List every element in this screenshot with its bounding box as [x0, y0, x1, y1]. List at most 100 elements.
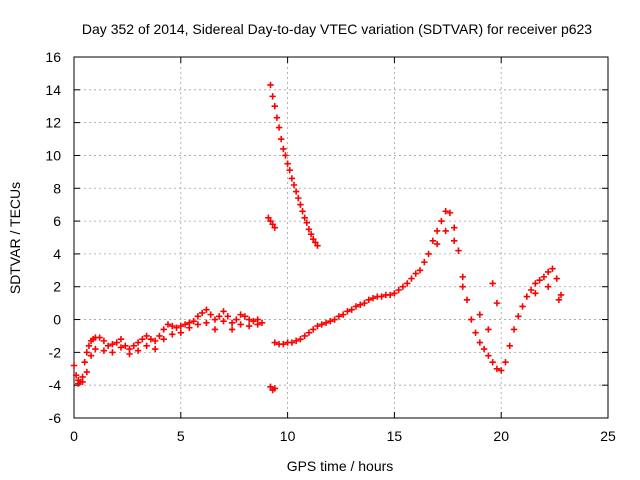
- data-point: [314, 322, 321, 330]
- data-point: [207, 311, 214, 318]
- data-point: [87, 352, 95, 359]
- data-point: [104, 342, 112, 349]
- data-point: [160, 336, 167, 343]
- series-steep-segment: [267, 81, 321, 249]
- data-point: [361, 299, 368, 307]
- y-tick-label: 4: [53, 246, 61, 262]
- data-point: [391, 290, 398, 297]
- data-point: [553, 275, 560, 282]
- data-point: [117, 336, 125, 343]
- data-point: [190, 317, 197, 325]
- data-point: [472, 329, 479, 336]
- y-tick-label: -4: [49, 377, 62, 393]
- data-point: [267, 81, 274, 89]
- x-tick-label: 20: [493, 428, 509, 444]
- data-point: [442, 227, 449, 235]
- data-point: [288, 175, 296, 182]
- y-tick-label: 14: [45, 82, 61, 98]
- data-point: [301, 332, 308, 340]
- data-point: [117, 344, 125, 351]
- data-point: [237, 321, 244, 328]
- data-point: [269, 221, 276, 228]
- data-point: [169, 322, 176, 330]
- data-point: [442, 208, 449, 215]
- data-point: [451, 237, 458, 244]
- data-point: [459, 273, 466, 281]
- data-point: [412, 270, 419, 277]
- data-point: [348, 306, 355, 313]
- data-point: [92, 345, 99, 353]
- data-point: [344, 308, 351, 315]
- data-point: [549, 265, 556, 272]
- data-point: [134, 347, 142, 354]
- data-point: [295, 194, 302, 202]
- x-tick-label: 0: [70, 428, 78, 444]
- data-point: [312, 239, 319, 246]
- data-point: [220, 317, 227, 325]
- data-point: [510, 326, 518, 333]
- data-point: [79, 378, 86, 386]
- y-tick-label: 16: [45, 49, 61, 65]
- data-point: [265, 214, 272, 222]
- data-point: [109, 340, 116, 348]
- data-point: [544, 283, 552, 290]
- data-point: [269, 93, 276, 100]
- data-point: [250, 317, 257, 325]
- data-point: [85, 342, 93, 349]
- data-point: [459, 283, 466, 290]
- data-point: [100, 337, 108, 345]
- x-tick-label: 10: [280, 428, 296, 444]
- data-point: [267, 217, 274, 225]
- data-point: [463, 296, 471, 304]
- data-point: [476, 339, 484, 346]
- data-point: [237, 311, 244, 318]
- data-point: [83, 349, 91, 356]
- data-point: [404, 280, 411, 287]
- data-point: [455, 247, 462, 254]
- data-point: [288, 339, 296, 346]
- data-point: [282, 152, 289, 159]
- data-point: [327, 317, 334, 325]
- data-point: [194, 313, 202, 320]
- data-point: [258, 319, 266, 327]
- data-point: [271, 385, 278, 392]
- data-point: [164, 321, 172, 328]
- data-point: [122, 342, 129, 349]
- data-point: [305, 226, 313, 233]
- y-tick-label: 12: [45, 115, 61, 131]
- plot-frame: [73, 56, 609, 419]
- data-point: [408, 275, 415, 282]
- data-point: [96, 334, 103, 341]
- series-outliers: [265, 214, 278, 394]
- data-point: [126, 350, 133, 358]
- data-point: [151, 337, 159, 345]
- data-point: [489, 280, 496, 287]
- data-point: [493, 299, 501, 307]
- x-tick-label: 25: [600, 428, 616, 444]
- data-point: [421, 258, 428, 266]
- data-point: [134, 339, 142, 346]
- data-point: [169, 331, 176, 338]
- data-point: [228, 319, 236, 327]
- data-point: [480, 345, 488, 353]
- data-point: [416, 267, 424, 274]
- data-point: [70, 362, 78, 369]
- series-main-trace: [70, 208, 563, 386]
- data-point: [425, 250, 432, 258]
- data-point: [254, 321, 261, 328]
- data-point: [292, 337, 300, 345]
- data-point: [433, 240, 441, 248]
- data-point: [241, 313, 249, 320]
- data-point: [177, 322, 184, 330]
- data-point: [318, 321, 325, 328]
- data-point: [433, 227, 441, 235]
- data-point: [506, 342, 513, 349]
- data-point: [211, 326, 219, 333]
- data-point: [485, 352, 492, 359]
- data-point: [267, 383, 274, 391]
- grid-lines: [74, 57, 608, 418]
- y-tick-label: 10: [45, 147, 61, 163]
- data-point: [156, 332, 163, 340]
- data-point: [515, 313, 522, 320]
